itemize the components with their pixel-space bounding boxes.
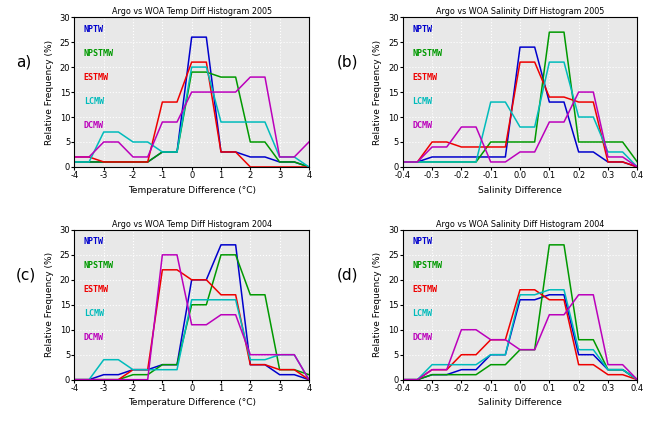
Text: ESTMW: ESTMW [83,73,109,82]
Y-axis label: Relative Frequency (%): Relative Frequency (%) [373,39,382,145]
Y-axis label: Relative Frequency (%): Relative Frequency (%) [45,39,54,145]
X-axis label: Temperature Difference (°C): Temperature Difference (°C) [127,186,256,195]
Text: ESTMW: ESTMW [412,285,437,294]
Text: (c): (c) [16,267,36,282]
Text: LCMW: LCMW [83,309,104,318]
X-axis label: Salinity Difference: Salinity Difference [478,186,562,195]
Text: LCMW: LCMW [412,97,432,106]
Y-axis label: Relative Frequency (%): Relative Frequency (%) [45,252,54,357]
Text: NPTW: NPTW [83,24,104,33]
Text: DCMW: DCMW [412,333,432,342]
Text: ESTMW: ESTMW [83,285,109,294]
Text: (d): (d) [337,267,358,282]
Text: NPTW: NPTW [412,24,432,33]
Title: Argo vs WOA Salinity Diff Histogram 2005: Argo vs WOA Salinity Diff Histogram 2005 [436,7,604,16]
Text: DCMW: DCMW [83,121,104,130]
Text: DCMW: DCMW [412,121,432,130]
Y-axis label: Relative Frequency (%): Relative Frequency (%) [373,252,382,357]
Text: LCMW: LCMW [83,97,104,106]
Text: LCMW: LCMW [412,309,432,318]
Text: ESTMW: ESTMW [412,73,437,82]
X-axis label: Salinity Difference: Salinity Difference [478,399,562,408]
Text: NPSTMW: NPSTMW [83,48,114,57]
Text: NPTW: NPTW [83,237,104,246]
Text: a): a) [16,54,31,69]
Title: Argo vs WOA Temp Diff Histogram 2004: Argo vs WOA Temp Diff Histogram 2004 [112,220,272,229]
X-axis label: Temperature Difference (°C): Temperature Difference (°C) [127,399,256,408]
Text: NPSTMW: NPSTMW [83,261,114,270]
Text: (b): (b) [337,54,358,69]
Text: DCMW: DCMW [83,333,104,342]
Text: NPSTMW: NPSTMW [412,48,442,57]
Text: NPSTMW: NPSTMW [412,261,442,270]
Title: Argo vs WOA Salinity Diff Histogram 2004: Argo vs WOA Salinity Diff Histogram 2004 [436,220,604,229]
Title: Argo vs WOA Temp Diff Histogram 2005: Argo vs WOA Temp Diff Histogram 2005 [112,7,272,16]
Text: NPTW: NPTW [412,237,432,246]
